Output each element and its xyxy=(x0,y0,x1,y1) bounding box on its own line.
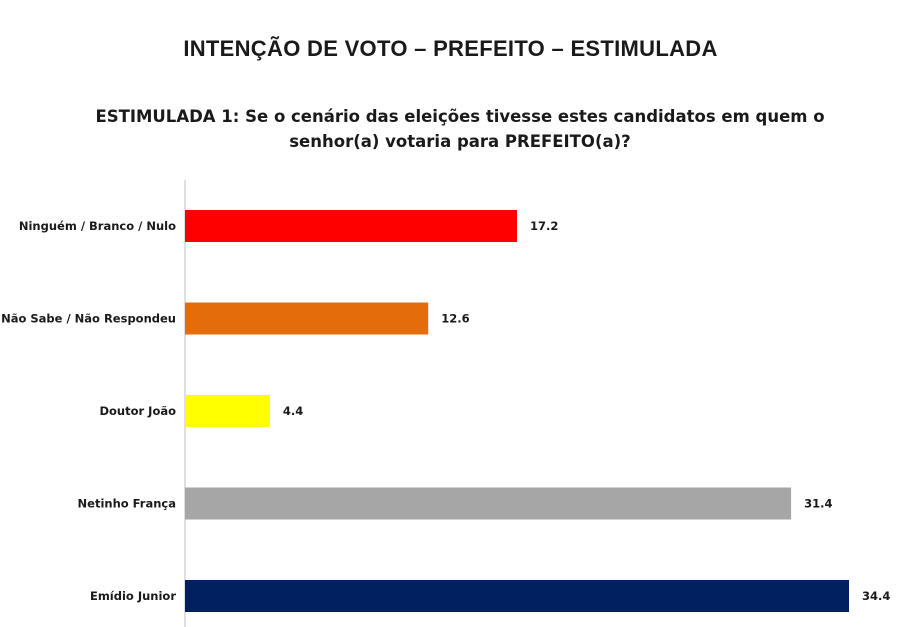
value-label: 12.6 xyxy=(441,312,469,326)
category-label: Ninguém / Branco / Nulo xyxy=(19,219,176,233)
category-label: Doutor João xyxy=(99,404,176,418)
chart-title: INTENÇÃO DE VOTO – PREFEITO – ESTIMULADA xyxy=(183,36,718,61)
bar xyxy=(185,395,270,427)
value-label: 31.4 xyxy=(804,497,832,511)
value-label: 17.2 xyxy=(530,219,558,233)
bar xyxy=(185,302,429,335)
category-label: Não Sabe / Não Respondeu xyxy=(1,312,176,326)
chart-subtitle: ESTIMULADA 1: Se o cenário das eleições … xyxy=(95,107,825,151)
bar xyxy=(185,487,792,520)
bar xyxy=(185,210,517,242)
value-label: 4.4 xyxy=(283,404,303,418)
category-label: Emídio Junior xyxy=(90,589,176,603)
bar xyxy=(185,580,849,612)
bars-group: Ninguém / Branco / Nulo 17.2 Não Sabe / Nã… xyxy=(1,210,890,612)
value-label: 34.4 xyxy=(862,589,890,603)
category-label: Netinho França xyxy=(78,497,176,511)
